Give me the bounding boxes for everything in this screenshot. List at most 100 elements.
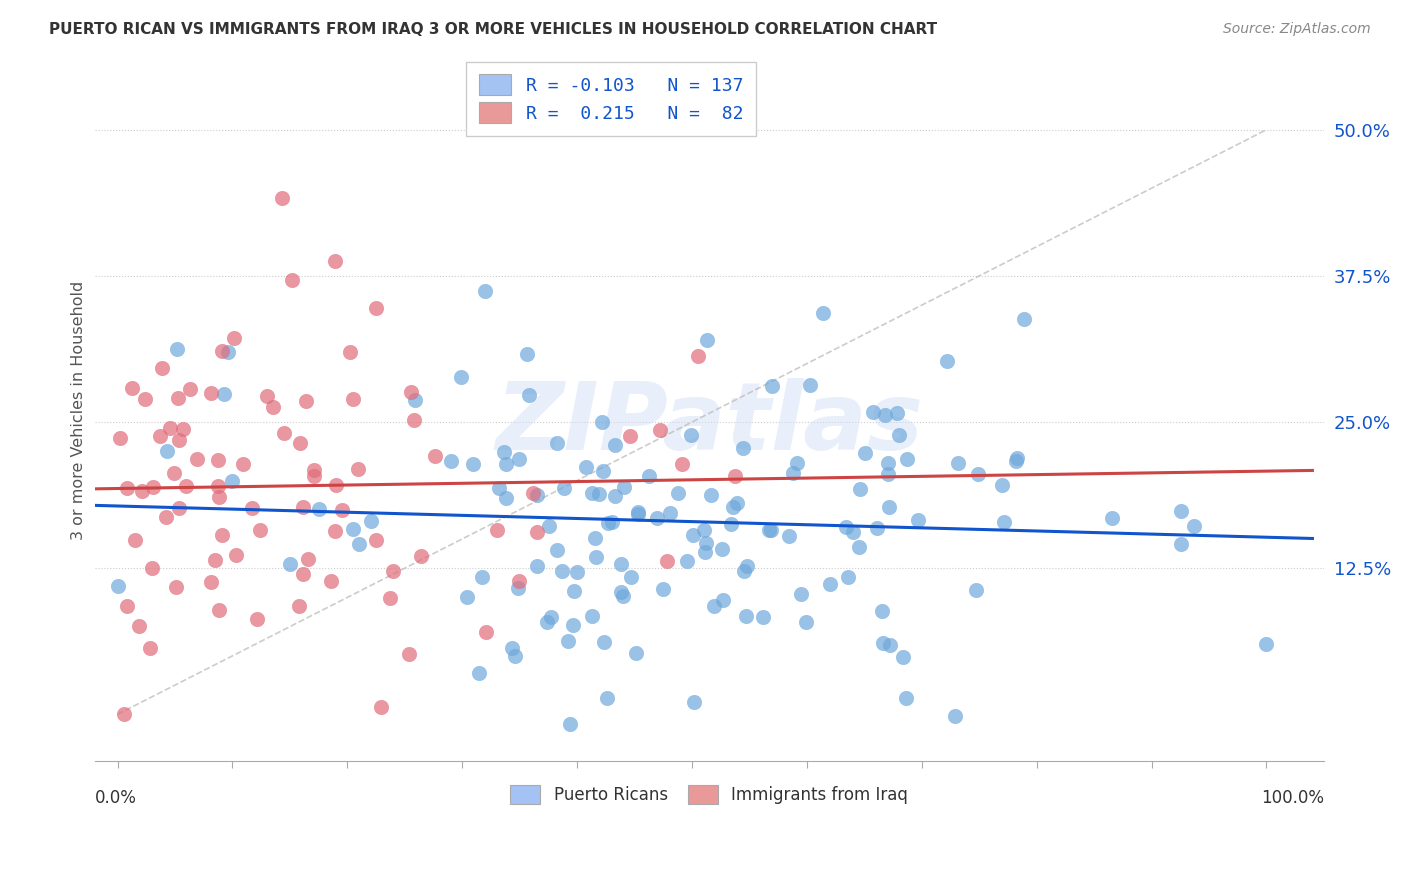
Point xyxy=(789,587,811,601)
Point xyxy=(232,457,254,471)
Point xyxy=(853,446,876,460)
Point xyxy=(107,579,129,593)
Point xyxy=(627,505,650,519)
Point xyxy=(134,392,156,406)
Point xyxy=(526,488,548,502)
Point xyxy=(676,554,699,568)
Point xyxy=(612,590,634,604)
Point xyxy=(207,479,229,493)
Point xyxy=(208,603,231,617)
Point xyxy=(877,500,900,514)
Point xyxy=(401,384,423,399)
Point xyxy=(877,457,900,471)
Point xyxy=(721,500,744,515)
Point xyxy=(686,349,709,363)
Point xyxy=(1182,518,1205,533)
Point xyxy=(342,522,364,536)
Point xyxy=(990,477,1012,491)
Point xyxy=(581,609,603,624)
Point xyxy=(585,549,607,564)
Point xyxy=(710,541,733,556)
Point xyxy=(211,528,233,542)
Point xyxy=(292,500,315,515)
Point xyxy=(339,345,361,359)
Point xyxy=(485,524,508,538)
Point xyxy=(159,421,181,435)
Point xyxy=(619,429,641,443)
Point xyxy=(842,525,865,540)
Point xyxy=(450,370,472,384)
Point xyxy=(651,582,673,596)
Point xyxy=(302,462,325,476)
Point xyxy=(330,503,353,517)
Point xyxy=(297,552,319,566)
Point xyxy=(471,570,494,584)
Point xyxy=(380,591,402,605)
Point xyxy=(877,467,900,482)
Point xyxy=(370,699,392,714)
Point xyxy=(993,516,1015,530)
Point xyxy=(200,574,222,589)
Point xyxy=(546,436,568,450)
Point xyxy=(495,491,517,505)
Point xyxy=(179,382,201,396)
Point xyxy=(110,432,132,446)
Legend: Puerto Ricans, Immigrants from Iraq: Puerto Ricans, Immigrants from Iraq xyxy=(499,773,920,816)
Point xyxy=(150,361,173,376)
Point xyxy=(221,474,243,488)
Point xyxy=(128,619,150,633)
Point xyxy=(848,541,870,555)
Point xyxy=(733,441,755,455)
Point xyxy=(1170,537,1192,551)
Point xyxy=(734,609,756,624)
Point xyxy=(222,331,245,345)
Point xyxy=(862,405,884,419)
Point xyxy=(666,485,689,500)
Point xyxy=(117,481,139,495)
Point xyxy=(896,690,918,705)
Point xyxy=(456,590,478,604)
Point xyxy=(304,469,326,483)
Point xyxy=(347,537,370,551)
Point xyxy=(526,559,548,574)
Point xyxy=(166,391,188,405)
Point xyxy=(468,666,491,681)
Point xyxy=(682,527,704,541)
Point xyxy=(225,548,247,562)
Point xyxy=(837,570,859,584)
Point xyxy=(761,378,783,392)
Point xyxy=(503,648,526,663)
Point xyxy=(581,486,603,500)
Point xyxy=(364,301,387,316)
Point xyxy=(887,428,910,442)
Point xyxy=(733,564,755,578)
Point xyxy=(516,347,538,361)
Point xyxy=(474,284,496,298)
Point xyxy=(240,501,263,516)
Point xyxy=(605,438,627,452)
Point xyxy=(610,557,633,571)
Point xyxy=(943,709,966,723)
Point xyxy=(217,345,239,359)
Point xyxy=(1256,637,1278,651)
Point xyxy=(270,191,292,205)
Point xyxy=(425,449,447,463)
Point xyxy=(207,490,229,504)
Point xyxy=(156,443,179,458)
Point xyxy=(141,561,163,575)
Point xyxy=(124,533,146,547)
Point xyxy=(751,610,773,624)
Point xyxy=(546,542,568,557)
Point xyxy=(946,456,969,470)
Point xyxy=(288,436,311,450)
Point xyxy=(786,456,808,470)
Point xyxy=(360,514,382,528)
Point xyxy=(759,523,782,537)
Point xyxy=(896,452,918,467)
Point xyxy=(658,506,681,520)
Point xyxy=(522,485,544,500)
Text: PUERTO RICAN VS IMMIGRANTS FROM IRAQ 3 OR MORE VEHICLES IN HOUSEHOLD CORRELATION: PUERTO RICAN VS IMMIGRANTS FROM IRAQ 3 O… xyxy=(49,22,938,37)
Point xyxy=(440,454,463,468)
Point xyxy=(536,615,558,629)
Point xyxy=(598,516,620,530)
